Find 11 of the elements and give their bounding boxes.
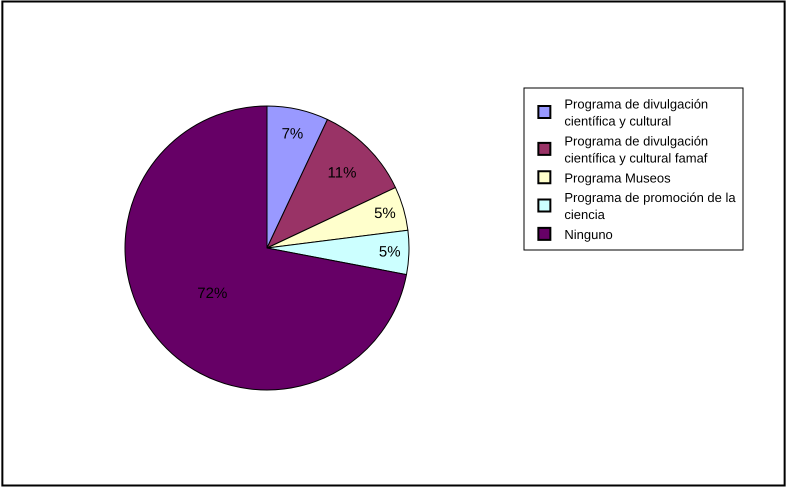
data-label: 11% [328, 164, 356, 182]
data-label: 72% [197, 284, 228, 302]
data-label: 5% [374, 205, 396, 222]
data-label: 5% [378, 243, 401, 260]
data-label: 7% [282, 126, 304, 143]
legend-label: Ninguno [564, 226, 613, 242]
legend-label: Programa de divulgación científica y cultural famaf [564, 133, 708, 166]
legend-label: Programa de divulgación científica y cultural [564, 96, 708, 129]
pie-slice [124, 106, 407, 390]
legend-label: Programa Museos [564, 170, 672, 186]
legend-label: Programa de promoción de la ciencia [564, 190, 736, 222]
